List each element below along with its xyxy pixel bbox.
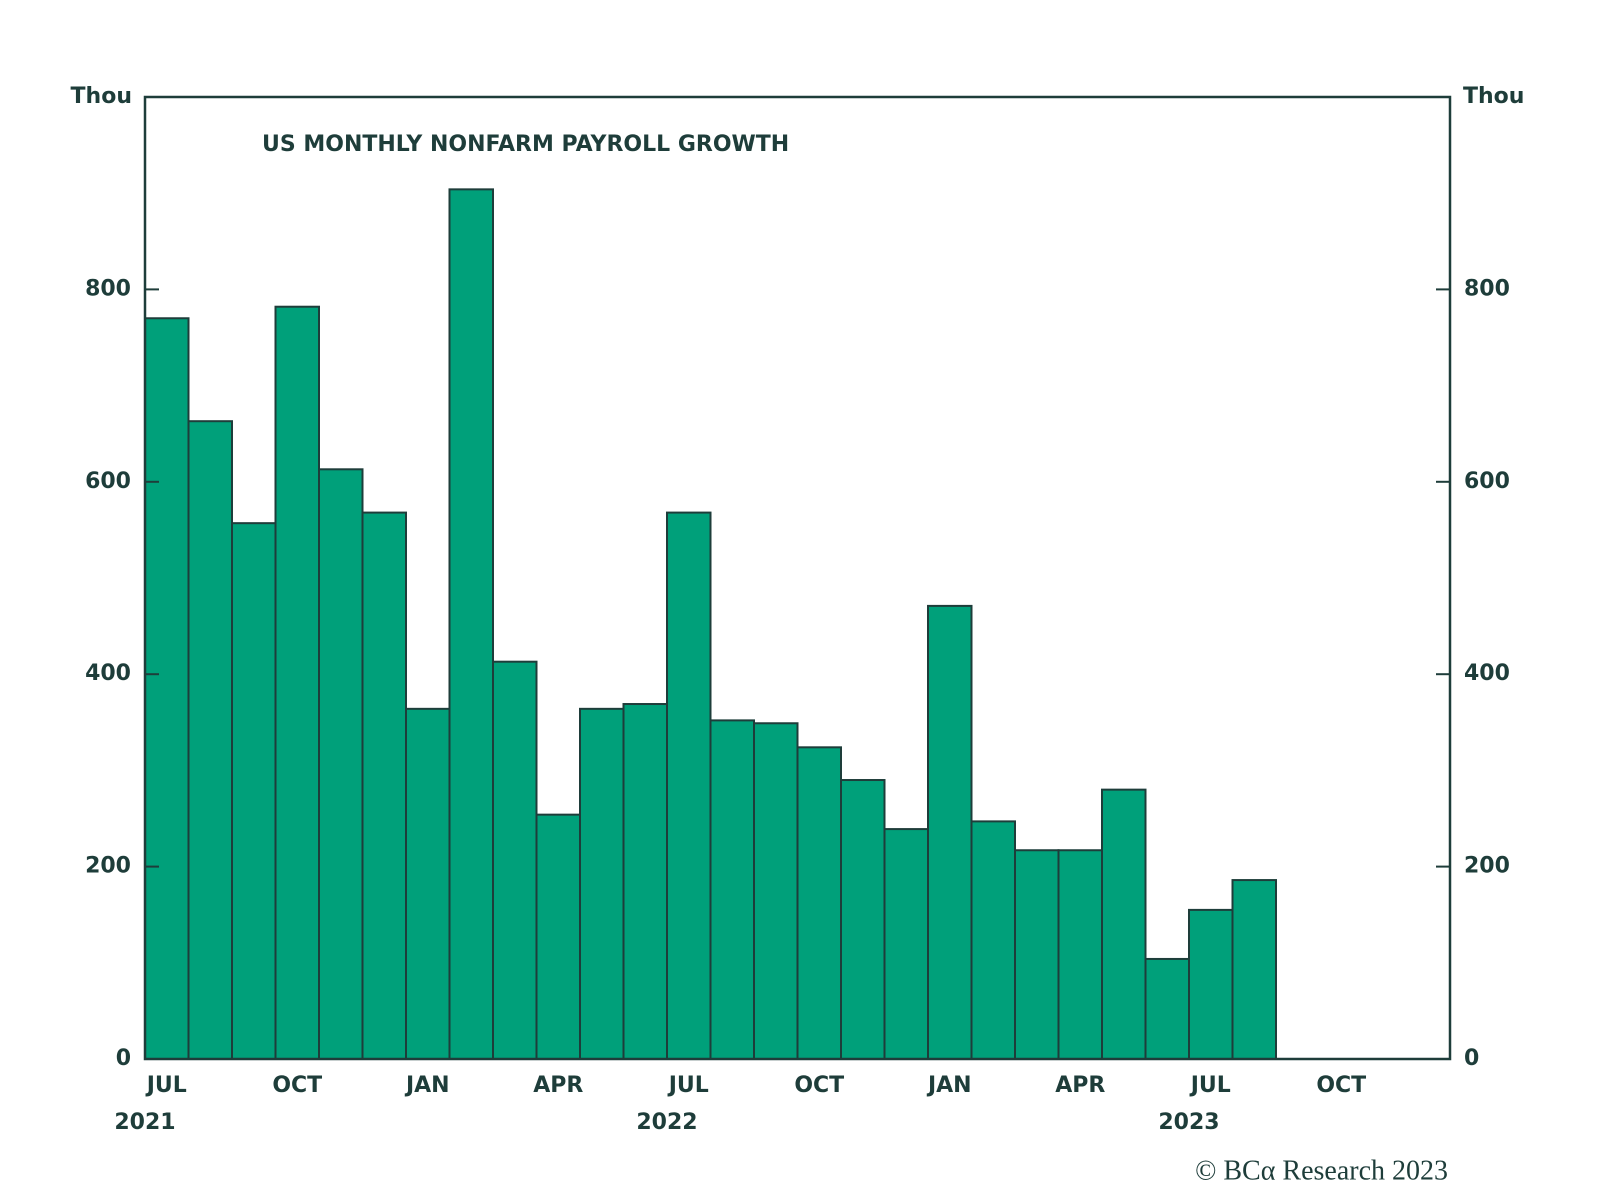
chart-title: US MONTHLY NONFARM PAYROLL GROWTH: [262, 132, 789, 157]
bar: [970, 820, 1016, 1060]
y-tick-label: 200: [85, 854, 131, 879]
x-tick-label: JUL: [145, 1073, 187, 1098]
x-tick-label: APR: [1055, 1073, 1105, 1098]
bar: [144, 317, 190, 1060]
bar: [840, 779, 886, 1061]
x-tick-label: JUL: [667, 1073, 709, 1098]
x-tick-label: JUL: [1189, 1073, 1231, 1098]
y2-tick-label: 200: [1464, 854, 1510, 879]
y2-tick-label: 400: [1464, 661, 1510, 686]
y2-tick-label: 0: [1464, 1046, 1479, 1071]
x-tick-label: JAN: [404, 1073, 450, 1098]
bar: [796, 746, 842, 1060]
x-year-label: 2022: [636, 1110, 697, 1135]
y-tick-label: 600: [85, 469, 131, 494]
bar: [927, 604, 973, 1060]
bar: [492, 660, 538, 1060]
y2-axis-label: Thou: [1463, 84, 1524, 109]
y-tick-label: 400: [85, 661, 131, 686]
bar: [318, 468, 364, 1060]
bar: [274, 305, 320, 1060]
bar: [709, 719, 755, 1060]
x-tick-label: OCT: [272, 1073, 322, 1098]
x-tick-label: OCT: [794, 1073, 844, 1098]
bar: [1014, 849, 1060, 1060]
y-tick-label: 0: [116, 1046, 131, 1071]
y2-tick-label: 600: [1464, 469, 1510, 494]
bar: [1231, 879, 1277, 1060]
bar: [883, 828, 929, 1060]
bar: [1144, 957, 1190, 1061]
y-axis-label: Thou: [71, 84, 132, 109]
x-tick-label: OCT: [1316, 1073, 1366, 1098]
x-tick-label: APR: [533, 1073, 583, 1098]
bar: [1188, 908, 1234, 1061]
bar: [753, 722, 799, 1061]
bar: [666, 511, 712, 1060]
bar: [231, 522, 277, 1060]
source: © BCα Research 2023: [1195, 1155, 1448, 1186]
bar: [622, 703, 668, 1060]
y-tick-label: 800: [85, 276, 131, 301]
y2-tick-label: 800: [1464, 276, 1510, 301]
bar: [448, 188, 494, 1061]
x-tick-label: JAN: [926, 1073, 972, 1098]
bar: [361, 511, 407, 1060]
bar: [535, 813, 581, 1060]
plot-frame: [143, 95, 1452, 1061]
bar: [405, 707, 451, 1060]
bar: [187, 420, 233, 1061]
bar: [1101, 788, 1147, 1060]
x-year-label: 2023: [1158, 1110, 1219, 1135]
bar: [579, 707, 625, 1060]
x-year-label: 2021: [114, 1110, 175, 1135]
bar: [1057, 849, 1103, 1060]
